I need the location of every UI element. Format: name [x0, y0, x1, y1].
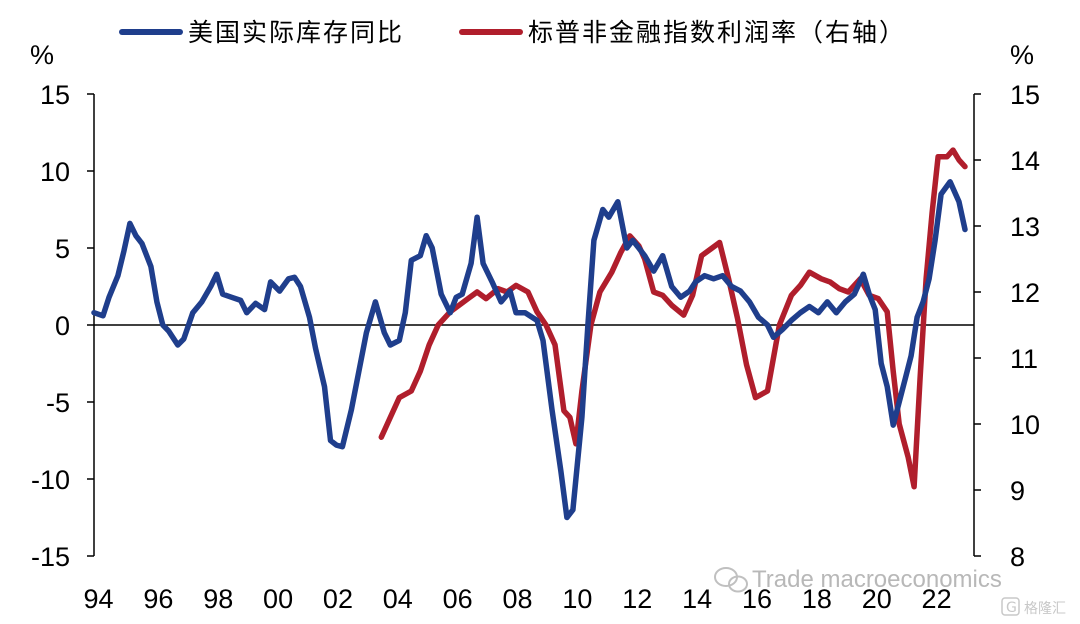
series-line-margin	[378, 147, 968, 490]
left-tick-label: -15	[31, 542, 70, 572]
legend-label-inventory: 美国实际库存同比	[188, 18, 404, 47]
right-tick-label: 15	[1010, 80, 1040, 110]
watermark: Trade macroeconomics G 格隆汇	[714, 566, 1066, 617]
x-tick-label: 06	[443, 584, 473, 614]
wechat-icon	[714, 567, 748, 593]
left-tick-label: 15	[40, 80, 70, 110]
x-tick-label: 00	[263, 584, 293, 614]
x-tick-label: 14	[682, 584, 712, 614]
legend-label-margin: 标普非金融指数利润率（右轴）	[528, 18, 906, 47]
left-tick-label: -10	[31, 465, 70, 495]
left-tick-label: -5	[46, 388, 70, 418]
left-tick-label: 0	[55, 311, 70, 341]
svg-text:G: G	[1006, 600, 1017, 616]
x-tick-label: 02	[323, 584, 353, 614]
x-tick-label: 08	[503, 584, 533, 614]
right-tick-label: 14	[1010, 146, 1040, 176]
right-axis-ticks: 15 14 13 12 11 10 9 8	[974, 80, 1040, 572]
x-tick-label: 98	[203, 584, 233, 614]
x-tick-label: 22	[922, 584, 952, 614]
x-axis-ticks: 94 96 98 00 02 04 06 08 10 12 14 16 18 20 22	[83, 584, 951, 614]
left-tick-label: 10	[40, 157, 70, 187]
watermark-badge: 格隆汇	[1024, 601, 1066, 617]
left-tick-label: 5	[55, 234, 70, 264]
x-tick-label: 12	[622, 584, 652, 614]
right-tick-label: 13	[1010, 212, 1040, 242]
x-tick-label: 96	[143, 584, 173, 614]
x-tick-label: 20	[862, 584, 892, 614]
x-tick-label: 10	[562, 584, 592, 614]
right-tick-label: 10	[1010, 410, 1040, 440]
axes	[93, 94, 975, 556]
right-tick-label: 12	[1010, 278, 1040, 308]
right-axis-unit: %	[1010, 40, 1034, 70]
x-tick-label: 04	[383, 584, 413, 614]
left-axis-ticks: 15 10 5 0 -5 -10 -15	[31, 80, 94, 572]
x-tick-label: 94	[83, 584, 113, 614]
right-tick-label: 9	[1010, 476, 1025, 506]
x-tick-label: 16	[742, 584, 772, 614]
x-tick-label: 18	[802, 584, 832, 614]
right-tick-label: 11	[1010, 344, 1038, 374]
watermark-text: Trade macroeconomics	[752, 566, 1002, 593]
series-line-inventory	[91, 179, 968, 521]
badge-logo-icon: G	[1001, 597, 1020, 616]
right-tick-label: 8	[1010, 542, 1025, 572]
left-axis-unit: %	[30, 40, 54, 70]
legend: 美国实际库存同比 标普非金融指数利润率（右轴）	[119, 18, 906, 47]
